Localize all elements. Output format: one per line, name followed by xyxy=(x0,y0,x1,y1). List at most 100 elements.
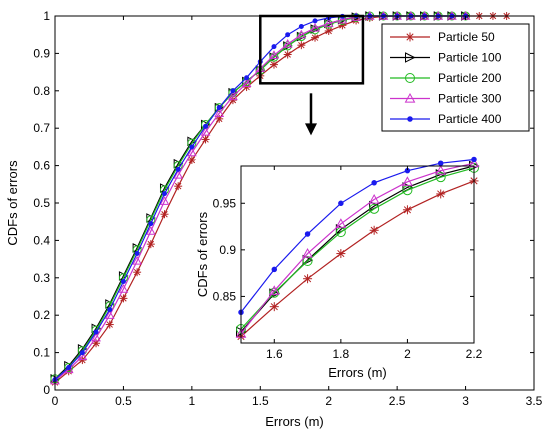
inset-x-tick-label: 1.6 xyxy=(266,347,283,361)
main-series-4-point xyxy=(269,50,279,59)
legend-marker-3 xyxy=(405,73,415,83)
main-x-tick-label: 3.5 xyxy=(526,394,543,408)
legend: Particle 50 Particle 100 Particle 200 Parti… xyxy=(381,23,530,132)
main-x-tick-label: 3 xyxy=(462,394,469,408)
inset-series-group xyxy=(235,156,480,341)
main-series-1-point xyxy=(146,240,155,249)
inset-series-5-point xyxy=(437,160,444,166)
main-x-tick-label: 0 xyxy=(52,394,59,408)
inset-series-4-point xyxy=(402,176,413,186)
legend-marker-5 xyxy=(407,116,413,122)
main-series-5-point xyxy=(216,105,222,111)
main-y-tick-label: 0 xyxy=(43,383,50,397)
main-series-4-point xyxy=(159,196,170,205)
inset-series-4-point xyxy=(335,218,347,228)
inset-series-line-5 xyxy=(240,158,475,313)
legend-marker-2 xyxy=(405,52,416,63)
main-series-4-point xyxy=(214,108,225,117)
main-x-tick-label: 2.5 xyxy=(389,394,406,408)
main-series-1-point xyxy=(201,135,210,144)
inset-x-axis-label: Errors (m) xyxy=(328,365,387,380)
main-series-3-point xyxy=(64,363,74,373)
inset-series-3-point xyxy=(435,172,446,183)
inset-series-4-point xyxy=(302,248,313,258)
inset-plot-frame xyxy=(240,165,475,344)
inset-y-axis-label: CDFs of errors xyxy=(195,211,210,297)
main-series-4-point xyxy=(282,39,293,48)
main-series-1-point xyxy=(324,26,333,35)
main-series-5-point xyxy=(134,250,140,256)
main-y-axis-label: CDFs of errors xyxy=(5,160,20,246)
main-series-4-point xyxy=(228,91,238,101)
inset-series-5-point xyxy=(338,200,344,207)
main-series-5-point xyxy=(189,144,195,150)
inset-series-1-point xyxy=(402,205,412,215)
main-series-4-point xyxy=(296,29,307,39)
main-series-4-point xyxy=(77,351,88,361)
main-series-5-point xyxy=(148,221,154,227)
main-x-tick-label: 1 xyxy=(189,394,196,408)
legend-label-5: Particle 400 xyxy=(438,112,502,126)
main-plot: 0 0.5 1 1.5 2 2.5 3 3.5 00.10.20.30.40.50.60.70… xyxy=(5,9,543,429)
main-series-1-point xyxy=(119,294,128,303)
main-series-5-point xyxy=(203,123,209,129)
main-x-tick-label: 1.5 xyxy=(252,394,269,408)
main-y-tick-label: 0.5 xyxy=(33,196,50,210)
inset-plot: 1.6 1.8 2 2.2 0.85 0.9 0.95 Errors (m) CDFs o… xyxy=(195,156,485,385)
main-series-5-point xyxy=(120,279,126,285)
main-series-1-point xyxy=(283,50,292,59)
main-series-4-point xyxy=(145,226,156,235)
inset-series-line-1 xyxy=(240,180,475,337)
inset-series-5-point xyxy=(371,180,377,186)
main-series-5-point xyxy=(230,88,236,94)
main-series-5-point xyxy=(298,23,304,29)
main-series-5-point xyxy=(107,307,113,313)
main-series-3-point xyxy=(296,32,306,42)
main-y-tick-label: 0.8 xyxy=(33,84,50,98)
main-series-4-point xyxy=(104,310,115,319)
main-series-4-point xyxy=(118,283,129,293)
main-series-4-point xyxy=(91,332,101,342)
inset-series-1-point xyxy=(336,249,346,259)
inset-y-ticks: 0.85 0.9 0.95 xyxy=(213,196,474,303)
main-series-5-point xyxy=(271,44,277,50)
inset-series-4-point xyxy=(368,194,380,204)
inset-series-5-point xyxy=(271,266,278,273)
main-x-ticks: 0 0.5 1 1.5 2 2.5 3 3.5 xyxy=(52,16,543,408)
inset-series-line-4 xyxy=(240,162,475,335)
legend-items: Particle 50 Particle 100 Particle 200 Parti… xyxy=(390,30,502,126)
main-series-5-point xyxy=(161,191,167,197)
inset-series-4-point xyxy=(268,285,280,295)
inset-background xyxy=(195,160,485,385)
main-series-1-point xyxy=(78,356,87,365)
legend-label-4: Particle 300 xyxy=(438,92,502,106)
main-series-1-point xyxy=(174,182,183,191)
inset-series-3-point xyxy=(269,287,280,298)
inset-series-line-3 xyxy=(240,167,475,330)
main-series-4-point xyxy=(323,18,334,28)
main-series-1-point xyxy=(269,60,278,69)
main-y-tick-label: 1 xyxy=(43,9,50,23)
inset-y-tick-label: 0.9 xyxy=(219,243,236,257)
inset-series-5-point xyxy=(304,231,311,237)
inset-series-4-point xyxy=(435,165,447,175)
main-y-tick-label: 0.9 xyxy=(33,46,50,60)
legend-marker-1 xyxy=(405,32,415,42)
inset-series-3-point xyxy=(369,203,380,214)
main-series-1-point xyxy=(297,41,306,50)
main-series-1-point xyxy=(187,155,196,164)
main-series-4-point xyxy=(187,147,197,157)
inset-y-tick-label: 0.85 xyxy=(213,289,237,303)
main-y-tick-label: 0.4 xyxy=(33,233,50,247)
main-series-5-point xyxy=(79,350,85,356)
main-y-tick-label: 0.2 xyxy=(33,308,50,322)
main-series-1-point xyxy=(105,320,114,329)
main-series-5-point xyxy=(93,329,99,335)
main-series-5-point xyxy=(312,18,318,24)
main-y-ticks: 0 0.1 0.2 0.3 0.4 0.5 0.6 0.7 0.8 0.9 1 xyxy=(33,9,534,397)
legend-marker-4 xyxy=(404,92,416,103)
main-y-tick-label: 0.1 xyxy=(33,346,50,360)
main-y-tick-label: 0.7 xyxy=(33,121,50,135)
inset-x-ticks: 1.6 1.8 2 2.2 xyxy=(266,166,483,361)
inset-series-3-point xyxy=(302,256,313,267)
